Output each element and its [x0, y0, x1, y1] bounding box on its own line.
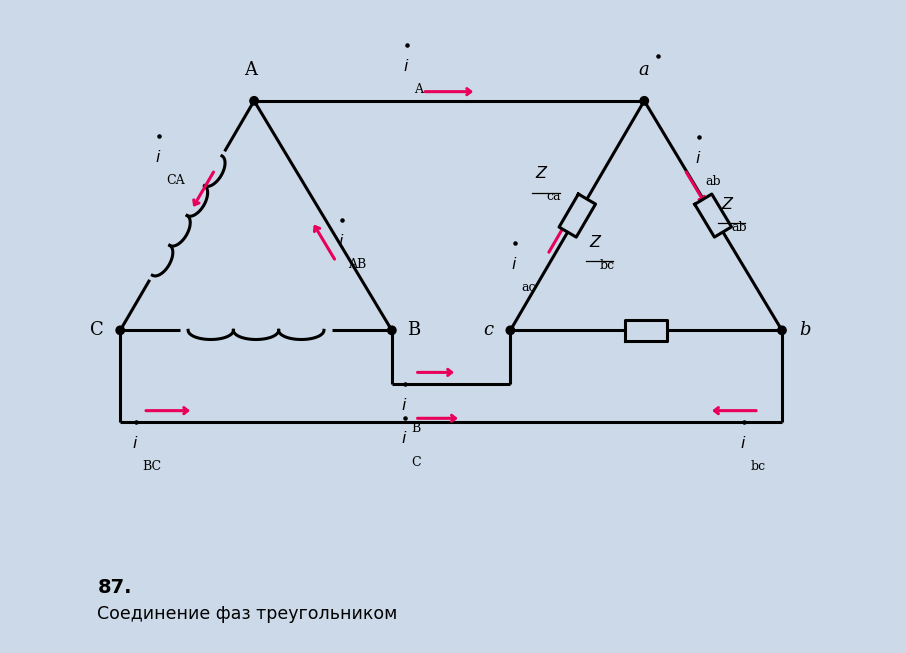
Text: $i$: $i$: [403, 58, 410, 75]
Text: C: C: [411, 456, 421, 469]
Text: 87.: 87.: [97, 577, 131, 597]
Text: $i$: $i$: [740, 435, 747, 452]
Text: bc: bc: [750, 460, 766, 473]
Text: $i$: $i$: [401, 430, 408, 447]
Text: $i$: $i$: [511, 256, 517, 273]
Text: ab: ab: [731, 221, 747, 234]
Circle shape: [116, 326, 124, 334]
Text: a: a: [639, 61, 650, 80]
Polygon shape: [625, 319, 667, 341]
Text: $i$: $i$: [338, 233, 344, 250]
Text: ca: ca: [546, 190, 561, 203]
Text: $i$: $i$: [131, 435, 138, 452]
Circle shape: [388, 326, 396, 334]
Circle shape: [506, 326, 515, 334]
Polygon shape: [559, 194, 595, 237]
Text: Соединение фаз треугольником: Соединение фаз треугольником: [97, 605, 398, 622]
Text: b: b: [799, 321, 810, 340]
Circle shape: [250, 97, 258, 105]
Text: $i$: $i$: [695, 150, 701, 167]
Text: c: c: [484, 321, 494, 340]
Text: BC: BC: [142, 460, 161, 473]
Text: $i$: $i$: [156, 149, 162, 166]
Text: ac: ac: [522, 281, 536, 295]
Text: A: A: [414, 83, 423, 96]
Text: $Z$: $Z$: [535, 165, 549, 182]
Text: ab: ab: [706, 175, 721, 188]
Text: $Z$: $Z$: [589, 234, 602, 251]
Circle shape: [777, 326, 786, 334]
Text: AB: AB: [349, 259, 367, 272]
Text: $Z$: $Z$: [721, 196, 735, 213]
Text: C: C: [90, 321, 103, 340]
Text: $i$: $i$: [401, 397, 408, 414]
Polygon shape: [695, 194, 731, 237]
Text: A: A: [244, 61, 256, 80]
Text: bc: bc: [600, 259, 614, 272]
Text: B: B: [407, 321, 420, 340]
Text: CA: CA: [166, 174, 185, 187]
Circle shape: [640, 97, 649, 105]
Text: B: B: [411, 422, 421, 435]
